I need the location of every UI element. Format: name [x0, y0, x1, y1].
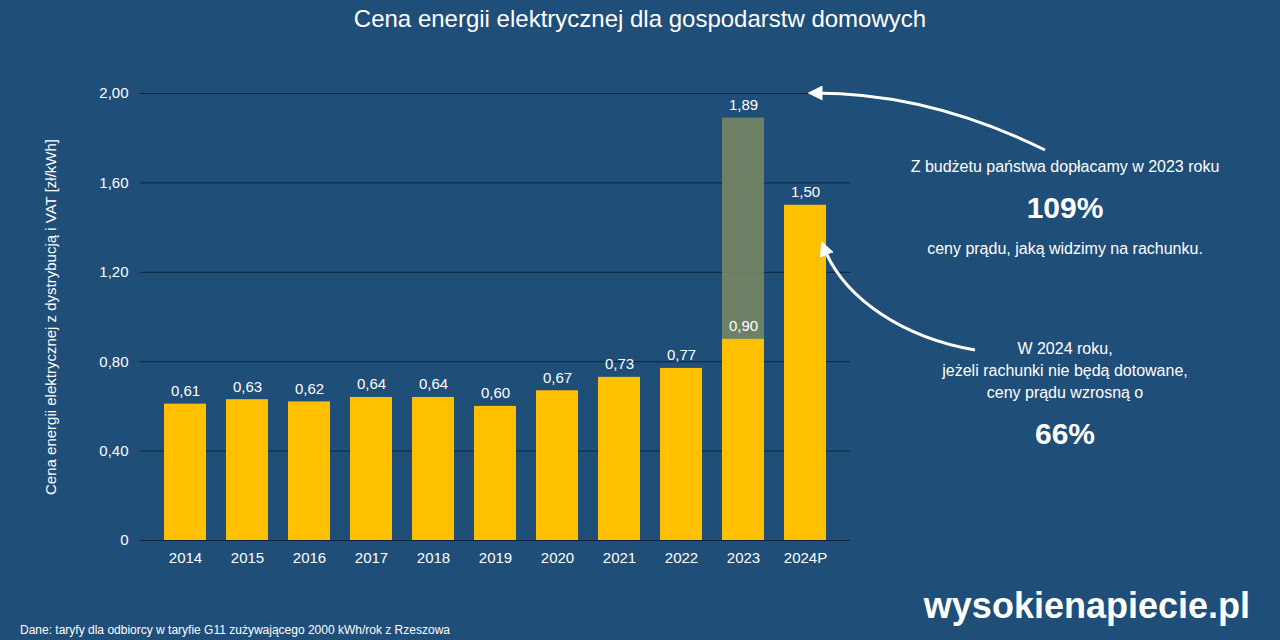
svg-text:1,50: 1,50: [791, 183, 820, 200]
html-text:W 2024 roku,: W 2024 roku,: [1017, 340, 1113, 357]
svg-text:2014: 2014: [169, 549, 202, 566]
svg-text:0,62: 0,62: [295, 380, 324, 397]
svg-text:0,64: 0,64: [357, 375, 386, 392]
html-text:Dane: taryfy dla odbiorcy w ta: Dane: taryfy dla odbiorcy w taryfie G11 …: [20, 623, 450, 637]
svg-text:1,60: 1,60: [99, 174, 128, 191]
svg-text:0,77: 0,77: [667, 346, 696, 363]
svg-text:2015: 2015: [231, 549, 264, 566]
html-text:Cena energii elektrycznej dla: Cena energii elektrycznej dla gospodarst…: [353, 5, 927, 32]
svg-text:2017: 2017: [355, 549, 388, 566]
html-text:wysokienapiecie.pl: wysokienapiecie.pl: [923, 585, 1250, 626]
svg-text:2,00: 2,00: [99, 84, 128, 101]
svg-text:Cena energii elektrycznej z dy: Cena energii elektrycznej z dystrybucją …: [42, 139, 59, 495]
svg-text:0,40: 0,40: [99, 442, 128, 459]
html-text:ceny prądu wzrosną o: ceny prądu wzrosną o: [986, 384, 1144, 401]
html-text:Z budżetu państwa dopłacamy w: Z budżetu państwa dopłacamy w 2023 roku: [910, 158, 1220, 175]
svg-text:0,67: 0,67: [543, 369, 572, 386]
svg-text:1,89: 1,89: [729, 96, 758, 113]
svg-text:0: 0: [120, 531, 128, 548]
html-text:109%: 109%: [1026, 191, 1104, 224]
svg-text:2024P: 2024P: [784, 549, 827, 566]
svg-text:2018: 2018: [417, 549, 450, 566]
svg-text:2019: 2019: [479, 549, 512, 566]
svg-text:0,90: 0,90: [729, 317, 758, 334]
svg-text:0,60: 0,60: [481, 384, 510, 401]
svg-text:0,73: 0,73: [605, 355, 634, 372]
svg-text:0,61: 0,61: [171, 382, 200, 399]
svg-text:2020: 2020: [541, 549, 574, 566]
html-text:66%: 66%: [1035, 417, 1095, 450]
svg-text:2016: 2016: [293, 549, 326, 566]
svg-text:1,20: 1,20: [99, 263, 128, 280]
svg-text:0,80: 0,80: [99, 353, 128, 370]
svg-text:2022: 2022: [665, 549, 698, 566]
svg-text:0,63: 0,63: [233, 377, 262, 394]
html-text:jeżeli rachunki nie będą dotow: jeżeli rachunki nie będą dotowane,: [942, 362, 1188, 379]
svg-text:2021: 2021: [603, 549, 636, 566]
svg-text:0,64: 0,64: [419, 375, 448, 392]
svg-text:2023: 2023: [727, 549, 760, 566]
html-text:ceny prądu, jaką widzimy na ra: ceny prądu, jaką widzimy na rachunku.: [927, 240, 1203, 257]
